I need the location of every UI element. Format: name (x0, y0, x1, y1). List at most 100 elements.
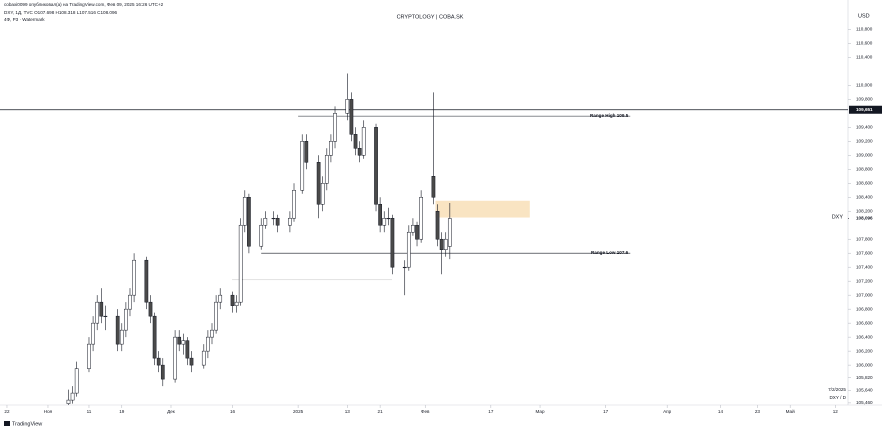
candle-body (238, 224, 243, 303)
y-tick-label: 110,800 (856, 27, 873, 32)
y-tick-label: 105,820 (856, 375, 873, 380)
candle-body (242, 197, 247, 226)
candle-body (415, 224, 419, 240)
candle-body (148, 301, 153, 317)
candle-body (361, 127, 366, 156)
candle-body (160, 364, 165, 380)
x-tick-label: 11 (87, 409, 92, 414)
candle-body (156, 357, 161, 366)
plot-area (0, 73, 848, 405)
candle-body (66, 399, 71, 404)
x-tick-label: Апр (663, 409, 672, 414)
x-tick-label: 12 (833, 409, 839, 414)
candle-body (185, 340, 190, 359)
candle-body (382, 217, 387, 226)
x-tick-label: 19 (119, 409, 125, 414)
candle-body (288, 217, 292, 226)
zone (435, 200, 530, 218)
x-tick-label: Фев (421, 409, 430, 414)
y-tick-label: 107,800 (856, 236, 873, 241)
candle-body (345, 99, 350, 114)
brand-logo (4, 421, 10, 426)
x-tick-label: Мар (536, 409, 545, 414)
candle-body (91, 322, 95, 345)
y-tick-label: 109,800 (856, 97, 873, 102)
y-tick-label: 109,400 (856, 125, 873, 130)
candle-body (210, 329, 214, 338)
y-tick-label: 108,800 (856, 166, 873, 171)
candle-body (443, 238, 448, 250)
candle-body (247, 197, 251, 247)
currency: USD (858, 13, 870, 19)
candle-body (214, 301, 218, 331)
brand: TradingView (12, 421, 42, 427)
candle-body (99, 301, 104, 317)
range-level-label: Range Low 107.6 (591, 250, 629, 255)
y-tick-label: 107,200 (856, 278, 873, 283)
x-tick-label: 2025 (293, 409, 304, 414)
y-tick-label: 106,600 (856, 320, 873, 325)
candle-body (431, 176, 436, 198)
candle-body (181, 340, 186, 345)
candle-body (349, 99, 354, 135)
range-level-label: Range High 109.5 (590, 113, 629, 118)
candle-body (234, 301, 239, 306)
x-tick-label: Дек (167, 409, 176, 414)
candle-body (275, 217, 280, 226)
candle-body (320, 183, 325, 205)
y-tick-label: 110,400 (856, 55, 873, 60)
chart-title: CRYPTOLOGY | COBA.SK (397, 14, 464, 20)
y-tick-label: 110,600 (856, 41, 873, 46)
candle-body (419, 197, 423, 240)
candle-body (206, 336, 210, 352)
header-line: cobaxi0099 опубликовал(а) на TradingView… (4, 2, 164, 7)
candle-body (406, 231, 411, 268)
x-tick-label: 21 (378, 409, 384, 414)
y-tick-label: 105,460 (856, 400, 873, 405)
y-tick-label: 106,000 (856, 362, 873, 367)
candle-body (259, 224, 264, 247)
candle-body (263, 217, 268, 226)
price-line-label: 109,651 (856, 107, 873, 112)
candle-body (292, 190, 296, 219)
candle-body (103, 315, 108, 318)
y-tick-label: 107,000 (856, 292, 873, 297)
candle-body (324, 155, 329, 184)
candle-body (201, 350, 206, 366)
y-tick-label: 107,400 (856, 264, 873, 269)
candle-body (119, 329, 124, 345)
candle-body (189, 357, 194, 366)
x-tick-label: 23 (755, 409, 761, 414)
x-tick-label: 17 (603, 409, 609, 414)
y-tick-label: 105,640 (856, 388, 873, 393)
candle-body (304, 141, 309, 163)
header-line: 4Ф, P3 · Watermark (4, 17, 45, 22)
header-line: DXY, 1Д, TVC O107.698 H108.318 L107.516 … (4, 10, 118, 15)
candle-body (439, 238, 444, 250)
x-tick-label: 14 (718, 409, 724, 414)
candle-body (390, 217, 395, 268)
x-tick-label: 22 (4, 409, 10, 414)
candle-body (128, 294, 132, 310)
y-tick-label: 109,200 (856, 139, 873, 144)
candle-body (435, 210, 440, 240)
candle-body (447, 218, 452, 247)
x-tick-label: 13 (345, 409, 351, 414)
candle-body (378, 203, 382, 226)
candle-body (87, 343, 91, 369)
y-tick-label: 106,400 (856, 334, 873, 339)
candle-body (218, 294, 223, 303)
candle-body (132, 259, 136, 296)
symbol-label: DXY (832, 214, 844, 220)
y-tick-label: 108,400 (856, 194, 873, 199)
corner-note: 7/2/2025 (828, 387, 846, 392)
candle-body (300, 141, 305, 191)
candle-body (353, 134, 358, 149)
last-price-label: 108,096 (856, 216, 873, 221)
y-tick-label: 109,000 (856, 153, 873, 158)
candle-body (402, 266, 407, 269)
candle-body (124, 308, 128, 331)
candle-body (70, 392, 75, 401)
y-tick-label: 106,200 (856, 348, 873, 353)
candle-body (74, 368, 79, 394)
